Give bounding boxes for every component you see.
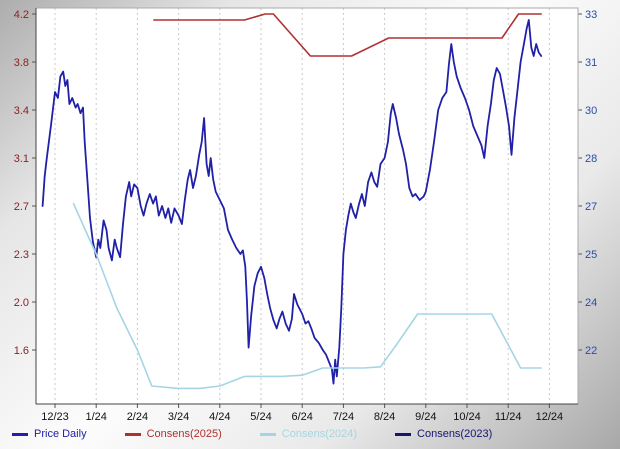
x-axis-label: 2/24 — [127, 411, 148, 423]
y-axis-left-label: 3.8 — [14, 57, 29, 69]
y-axis-right-label: 22 — [585, 345, 597, 357]
x-axis-label: 5/24 — [250, 411, 271, 423]
y-axis-left-label: 2.7 — [14, 201, 29, 213]
y-axis-left-label: 4.2 — [14, 9, 29, 21]
legend-swatch-consens-2023 — [395, 432, 412, 436]
y-axis-right-label: 33 — [585, 9, 597, 21]
legend-swatch-consens-2025 — [124, 432, 141, 436]
y-axis-right-label: 24 — [585, 297, 597, 309]
x-axis-label: 9/24 — [415, 411, 436, 423]
y-axis-right-label: 25 — [585, 249, 597, 261]
x-axis-label: 7/24 — [333, 411, 354, 423]
legend-label-price-daily: Price Daily — [34, 428, 87, 440]
y-axis-right-label: 30 — [585, 105, 597, 117]
legend-item-consens-2023: Consens(2023) — [395, 428, 492, 440]
x-axis-label: 3/24 — [168, 411, 189, 423]
series-consens-2025- — [153, 13, 543, 57]
y-axis-right-label: 31 — [585, 57, 597, 69]
y-axis-right-label: 27 — [585, 201, 597, 213]
x-axis-label: 11/24 — [495, 411, 522, 423]
x-axis-label: 1/24 — [85, 411, 106, 423]
x-axis-label: 10/24 — [453, 411, 481, 423]
x-axis-label: 8/24 — [374, 411, 395, 423]
x-axis-label: 4/24 — [209, 411, 230, 423]
series-consens-2024- — [72, 202, 543, 390]
y-axis-right-label: 28 — [585, 153, 597, 165]
legend-label-consens-2024: Consens(2024) — [281, 428, 358, 440]
chart-legend: Price Daily Consens(2025) Consens(2024) … — [12, 424, 492, 444]
y-axis-left-label: 1.6 — [14, 345, 29, 357]
legend-swatch-consens-2024 — [259, 432, 276, 436]
series-price-daily — [41, 19, 543, 385]
x-axis-label: 6/24 — [291, 411, 312, 423]
legend-label-consens-2023: Consens(2023) — [417, 428, 493, 440]
y-axis-left-label: 3.1 — [14, 153, 29, 165]
x-axis-label: 12/23 — [41, 411, 69, 423]
legend-swatch-price-daily — [12, 432, 28, 436]
x-axis-label: 12/24 — [536, 411, 564, 423]
legend-item-consens-2025: Consens(2025) — [124, 428, 222, 440]
plot-area — [36, 8, 578, 404]
legend-item-price-daily: Price Daily — [12, 428, 87, 440]
y-axis-left-label: 3.4 — [14, 105, 29, 117]
legend-item-consens-2024: Consens(2024) — [259, 428, 358, 440]
y-axis-left-label: 2.0 — [14, 297, 29, 309]
legend-label-consens-2025: Consens(2025) — [146, 428, 222, 440]
y-axis-left-label: 2.3 — [14, 249, 29, 261]
